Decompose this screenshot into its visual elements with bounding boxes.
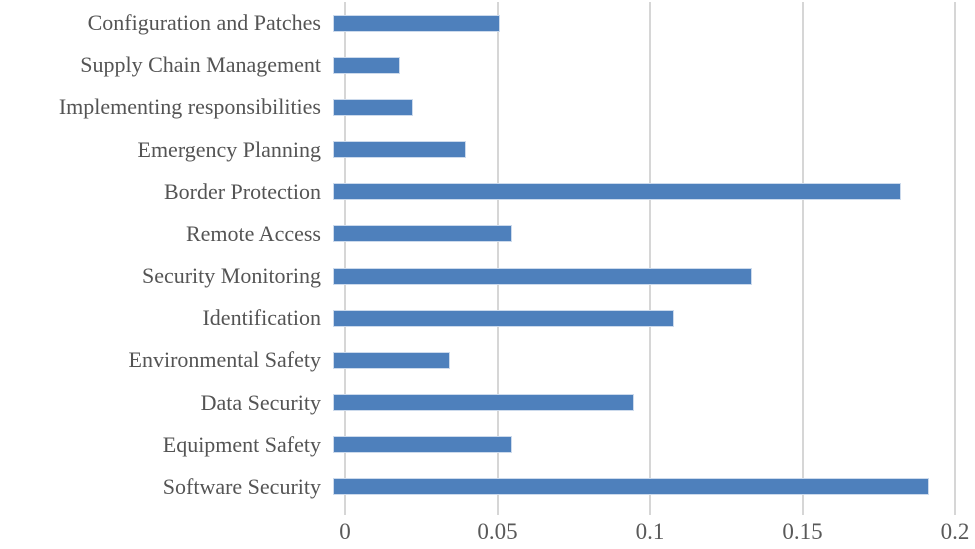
x-gridline [496,2,499,508]
x-tick-label: 0.2 [940,519,970,544]
x-tick-label: 0 [339,519,351,544]
category-label: Security Monitoring [141,263,321,289]
x-tick-mark [496,508,499,515]
x-axis: 0 0.05 0.1 0.15 0.2 [339,508,969,548]
bar [333,436,513,454]
chart-row: Remote Access [0,213,955,255]
chart-row: Identification [0,297,955,339]
category-label: Remote Access [185,220,321,246]
category-label: Identification [202,305,321,331]
bar [333,225,513,243]
plot-area [344,2,956,508]
category-label: Equipment Safety [162,431,321,457]
category-label: Environmental Safety [128,347,321,373]
bar-track [333,171,955,213]
x-tick-label: 0.15 [782,519,823,544]
x-tick-mark [801,508,804,515]
x-tick-mark [649,508,651,515]
bar [333,309,674,327]
x-tick-mark [344,508,346,515]
bar-track [333,213,955,255]
category-label: Border Protection [163,178,321,204]
x-tick-label: 0.1 [635,519,665,544]
bar [333,351,451,369]
bar [333,478,929,496]
bar [333,14,500,32]
bar [333,98,413,116]
bar-rows: Configuration and Patches Supply Chain M… [0,2,955,508]
category-label: Software Security [162,473,321,499]
bar [333,394,634,412]
bar-track [333,339,955,381]
chart-row: Data Security [0,382,955,424]
category-label: Supply Chain Management [80,52,321,78]
category-label: Emergency Planning [137,136,322,162]
category-label: Data Security [200,389,321,415]
x-gridline [801,2,804,508]
bar-track [333,382,955,424]
chart-row: Environmental Safety [0,339,955,381]
x-tick-label: 0.05 [477,519,518,544]
bar-track [333,424,955,466]
bar [333,267,752,285]
y-axis-line [344,2,346,508]
bar [333,56,401,74]
x-gridline [954,2,956,508]
bar-track [333,129,955,171]
category-label: Implementing responsibilities [58,94,321,120]
x-tick-mark [954,508,956,515]
category-label: Configuration and Patches [87,10,321,36]
bar-track [333,2,955,44]
x-gridline [649,2,651,508]
chart-row: Configuration and Patches [0,2,955,44]
bar-track [333,297,955,339]
chart-row: Security Monitoring [0,255,955,297]
bar-track [333,255,955,297]
chart-row: Software Security [0,466,955,508]
chart-row: Implementing responsibilities [0,86,955,128]
bar-track [333,44,955,86]
bar [333,183,902,201]
bar-track [333,466,955,508]
chart-row: Supply Chain Management [0,44,955,86]
chart-row: Equipment Safety [0,424,955,466]
chart-row: Emergency Planning [0,129,955,171]
chart-row: Border Protection [0,171,955,213]
bar-track [333,86,955,128]
bar [333,141,466,159]
